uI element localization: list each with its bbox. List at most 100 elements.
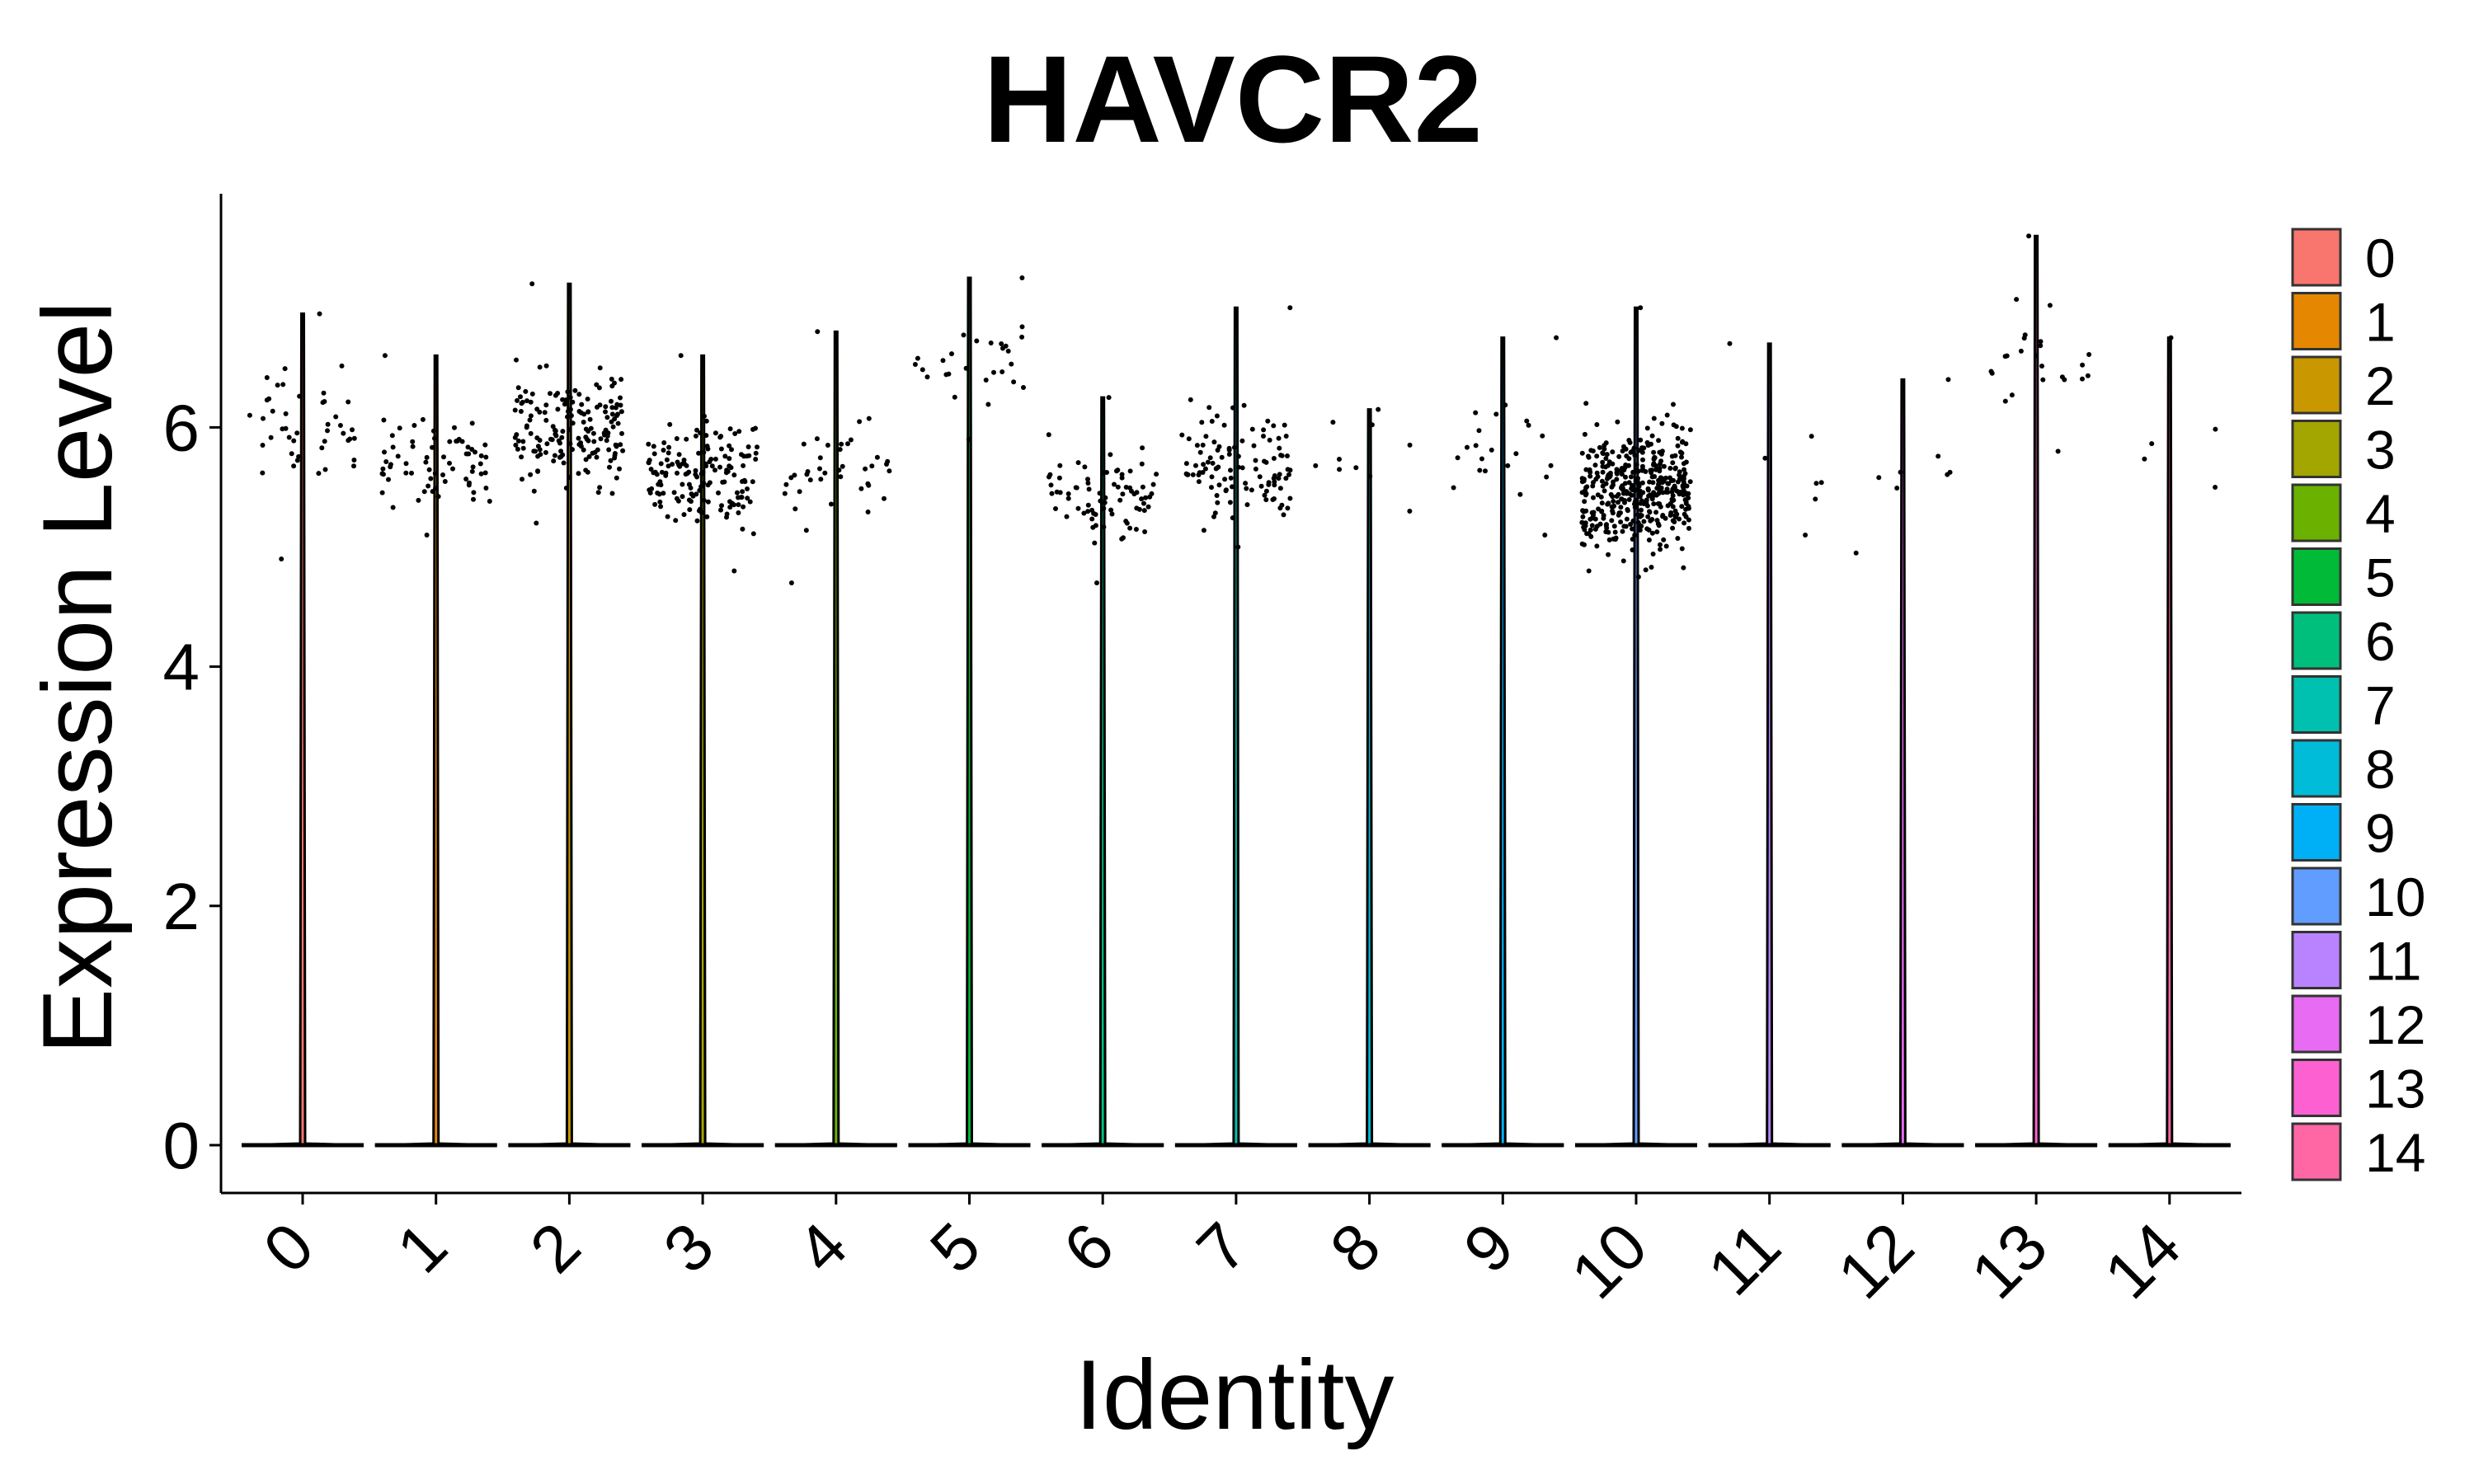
data-point xyxy=(1945,377,1951,383)
data-point xyxy=(865,481,871,486)
data-point xyxy=(671,490,677,495)
data-point xyxy=(614,402,620,407)
data-point xyxy=(675,459,680,465)
data-point xyxy=(2213,426,2218,432)
data-point xyxy=(736,495,741,500)
data-point xyxy=(1637,514,1643,519)
data-point xyxy=(519,454,524,460)
violin-cluster-12 xyxy=(1841,378,1964,1147)
data-point xyxy=(1591,510,1597,515)
data-point xyxy=(1228,467,1233,473)
data-point xyxy=(694,474,700,480)
data-point xyxy=(1616,453,1622,459)
data-point xyxy=(1194,443,1200,448)
data-point xyxy=(863,466,868,472)
data-point xyxy=(2014,297,2020,303)
data-point xyxy=(1150,481,1156,487)
data-point xyxy=(261,416,266,421)
data-point xyxy=(866,416,872,421)
data-point xyxy=(420,416,426,422)
data-point xyxy=(718,507,723,513)
data-point xyxy=(727,463,732,469)
data-point xyxy=(1898,469,1903,475)
data-point xyxy=(818,477,824,482)
data-point xyxy=(700,469,706,475)
chart-title: HAVCR2 xyxy=(983,30,1483,168)
data-point xyxy=(454,438,460,444)
data-point xyxy=(609,398,614,404)
data-point xyxy=(1639,449,1645,455)
data-point xyxy=(523,388,529,394)
data-point xyxy=(590,430,596,436)
data-point xyxy=(1649,433,1655,439)
data-point xyxy=(1605,463,1611,468)
data-point xyxy=(1222,477,1228,482)
data-point xyxy=(1624,453,1630,459)
data-point xyxy=(657,499,663,505)
data-point xyxy=(652,501,658,507)
x-tick-label: 4 xyxy=(783,1209,860,1286)
data-point xyxy=(1201,528,1206,533)
data-point xyxy=(316,471,322,477)
data-point xyxy=(1604,522,1609,528)
data-point xyxy=(1680,439,1686,444)
data-point xyxy=(1048,482,1054,488)
data-point xyxy=(471,496,476,502)
data-point xyxy=(729,447,734,453)
data-point xyxy=(1616,500,1620,505)
data-point xyxy=(727,443,732,448)
data-point xyxy=(1609,518,1615,524)
data-point xyxy=(999,369,1005,374)
legend-key-6 xyxy=(2291,611,2342,670)
data-point xyxy=(1214,413,1220,419)
data-point xyxy=(713,467,717,473)
data-point xyxy=(2038,343,2044,349)
data-point xyxy=(1660,513,1666,518)
data-point xyxy=(649,486,655,491)
data-point xyxy=(1638,500,1644,506)
data-point xyxy=(1602,488,1607,494)
data-point xyxy=(1601,513,1606,519)
data-point xyxy=(247,412,252,418)
data-point xyxy=(1186,436,1192,442)
data-point xyxy=(1183,461,1189,467)
data-point xyxy=(1154,472,1159,477)
data-point xyxy=(381,417,387,423)
data-point xyxy=(320,400,326,406)
data-point xyxy=(430,489,435,495)
data-point xyxy=(514,432,520,438)
data-point xyxy=(1134,490,1140,495)
data-point xyxy=(857,419,863,425)
data-point xyxy=(1675,435,1681,441)
violin-cluster-8 xyxy=(1308,408,1431,1147)
x-tick-label: 9 xyxy=(1450,1209,1527,1286)
data-point xyxy=(2080,362,2086,368)
data-point xyxy=(426,467,432,472)
data-point xyxy=(595,490,601,495)
data-point xyxy=(740,489,745,495)
data-point xyxy=(465,444,471,450)
data-point xyxy=(697,487,703,493)
data-point xyxy=(483,454,489,460)
data-point xyxy=(1620,528,1625,534)
data-point xyxy=(1687,427,1693,433)
data-point xyxy=(1639,467,1645,473)
data-point xyxy=(694,518,700,524)
data-point xyxy=(1606,537,1612,542)
data-point xyxy=(280,382,286,387)
data-point xyxy=(1587,473,1593,479)
data-point xyxy=(741,477,747,483)
data-point xyxy=(382,449,387,455)
data-point xyxy=(529,391,535,397)
data-point xyxy=(840,463,845,469)
data-point xyxy=(514,357,519,363)
data-point xyxy=(690,493,696,499)
data-point xyxy=(552,453,557,458)
data-point xyxy=(1112,481,1117,487)
data-point xyxy=(412,423,417,428)
data-point xyxy=(920,367,925,373)
data-point xyxy=(1120,491,1126,497)
legend-key-12 xyxy=(2291,994,2342,1054)
data-point xyxy=(1618,519,1624,525)
